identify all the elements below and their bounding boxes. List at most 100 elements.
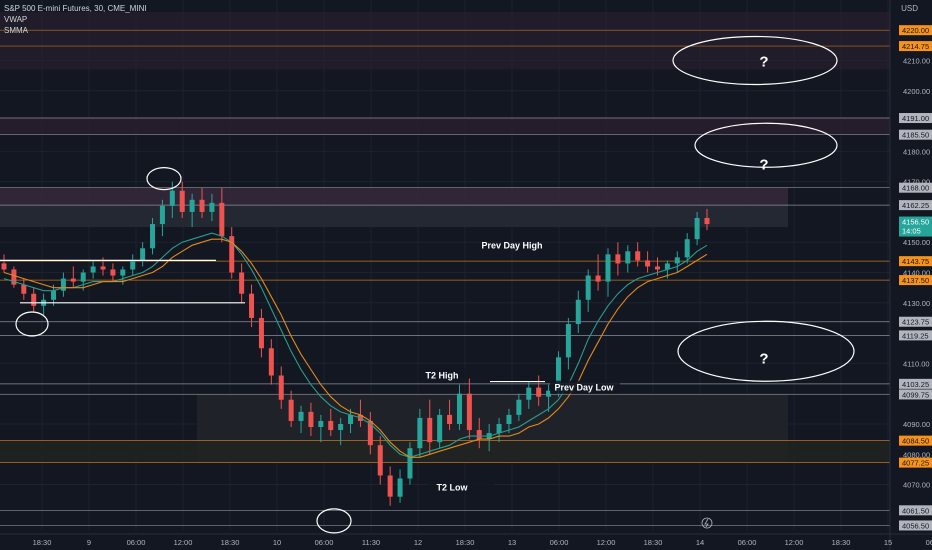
candle xyxy=(229,227,235,279)
candle xyxy=(90,260,96,279)
price-tick-label: 4180.00 xyxy=(903,147,930,156)
lightning-icon-bolt xyxy=(704,518,709,528)
price-tick-label: 4200.00 xyxy=(903,87,930,96)
current-price-tag xyxy=(899,216,932,237)
candle-body xyxy=(268,348,274,376)
time-tick-label: 18:30 xyxy=(456,538,475,547)
candle xyxy=(496,417,502,443)
candle xyxy=(674,251,680,273)
annotation-label: T2 Low xyxy=(437,483,469,493)
price-level-tag-text: 4123.75 xyxy=(902,318,929,327)
time-tick-label: 12:00 xyxy=(174,538,193,547)
price-level-tag xyxy=(899,330,932,341)
candle xyxy=(546,384,552,412)
price-level-tag xyxy=(899,200,932,211)
candle-body xyxy=(427,417,433,443)
time-tick-label: 06:00 xyxy=(738,538,757,547)
candle-body xyxy=(694,217,700,240)
candle xyxy=(1,254,7,273)
candle-body xyxy=(140,248,146,261)
candle xyxy=(268,339,274,385)
zone-4084 xyxy=(0,440,890,463)
candle-body xyxy=(466,393,472,431)
candle-body xyxy=(338,423,344,431)
candle xyxy=(367,411,373,455)
price-tick-label: 4210.00 xyxy=(903,56,930,65)
drawn-circle xyxy=(316,508,352,534)
candle xyxy=(526,381,532,409)
price-level-tag xyxy=(899,25,932,36)
zone-4191 xyxy=(0,118,890,135)
candle-body xyxy=(348,414,354,424)
candle xyxy=(288,390,294,428)
annotation-label: T2 High xyxy=(426,371,459,381)
candle-body xyxy=(80,272,86,282)
candle xyxy=(595,254,601,291)
candle-body xyxy=(496,423,502,434)
candle-body xyxy=(387,475,393,497)
indicator-smma[interactable]: SMMA xyxy=(4,26,28,35)
price-level-tag xyxy=(899,505,932,516)
candle-body xyxy=(288,399,294,421)
price-level-tag-text: 4191.00 xyxy=(902,114,929,123)
candle-body xyxy=(249,293,255,318)
candle-body xyxy=(595,275,601,282)
annotation-label: Prev Day Low xyxy=(554,383,614,393)
candle xyxy=(506,408,512,434)
time-tick-label: 12 xyxy=(414,538,422,547)
time-tick-label: 14 xyxy=(696,538,704,547)
candle-body xyxy=(704,217,710,225)
candle-body xyxy=(209,202,215,212)
price-level-tag xyxy=(899,316,932,327)
candle xyxy=(456,384,462,431)
candle xyxy=(130,254,136,276)
annotation-bg xyxy=(550,380,620,394)
time-tick-label: 12:00 xyxy=(597,538,616,547)
candle xyxy=(11,266,17,288)
candle-body xyxy=(199,199,205,212)
price-level-tag xyxy=(899,435,932,446)
currency-label[interactable]: USD xyxy=(901,4,918,13)
price-level-tag xyxy=(899,457,932,468)
candle xyxy=(239,263,245,303)
candle-body xyxy=(536,387,542,397)
time-tick-label: 06:00 xyxy=(315,538,334,547)
current-price-countdown: 14:05 xyxy=(902,227,921,236)
candle xyxy=(447,399,453,431)
price-levels xyxy=(0,29,890,526)
candle-body xyxy=(308,411,314,428)
candle xyxy=(437,408,443,449)
candle xyxy=(150,217,156,255)
candle-body xyxy=(70,278,76,282)
price-level-tag-text: 4220.00 xyxy=(902,26,929,35)
candle xyxy=(199,187,205,218)
candle-body xyxy=(437,414,443,443)
candle xyxy=(338,417,344,446)
candle-body xyxy=(417,417,423,449)
symbol-title[interactable]: S&P 500 E-mini Futures, 30, CME_MINI xyxy=(4,4,147,13)
candle xyxy=(140,242,146,267)
candle-body xyxy=(654,266,660,270)
indicator-vwap[interactable]: VWAP xyxy=(4,15,28,24)
time-tick-label: 06:00 xyxy=(550,538,569,547)
zone-4162 xyxy=(0,205,788,228)
candle-body xyxy=(476,430,482,440)
price-level-tag xyxy=(899,389,932,400)
price-level-tag xyxy=(899,378,932,389)
price-level-tag-text: 4214.75 xyxy=(902,42,929,51)
candle-body xyxy=(546,390,552,397)
candle xyxy=(476,417,482,449)
candle xyxy=(466,378,472,440)
drawn-ellipse xyxy=(672,35,838,86)
candle-body xyxy=(447,414,453,424)
candle-body xyxy=(397,478,403,497)
candle-body xyxy=(555,357,561,391)
candle-body xyxy=(90,266,96,273)
price-level-tag-text: 4099.75 xyxy=(902,390,929,399)
candle-body xyxy=(150,224,156,249)
price-level-tag-text: 4168.00 xyxy=(902,184,929,193)
candle-body xyxy=(456,393,462,424)
time-axis: 18:30 9 06:00 12:00 18:30 10 06:00 11:30 12 18:30… xyxy=(0,533,932,547)
price-level-tag-text: 4084.50 xyxy=(902,437,929,446)
